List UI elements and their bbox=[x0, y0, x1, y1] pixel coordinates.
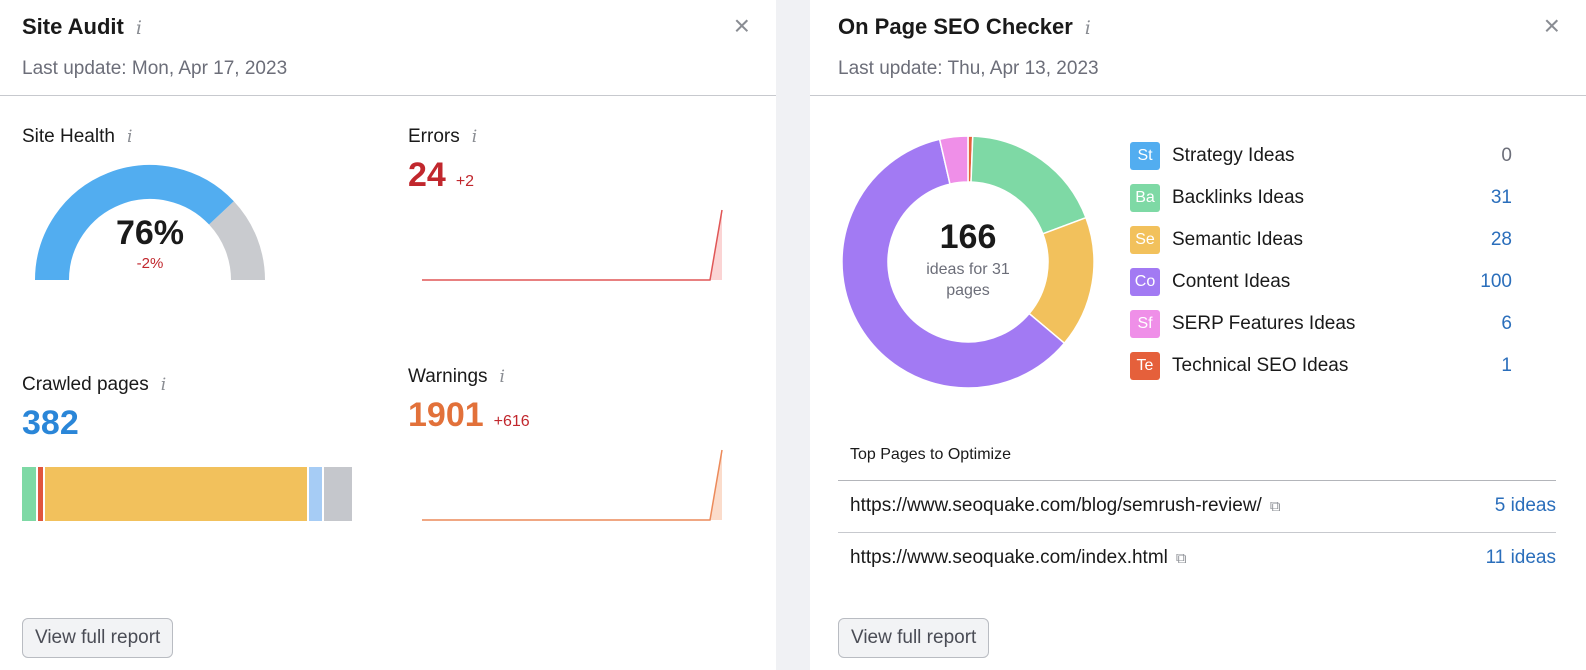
errors-count[interactable]: 24 +2 bbox=[408, 156, 474, 195]
site-audit-card: Site Audit i Last update: Mon, Apr 17, 20… bbox=[0, 0, 776, 670]
legend-value[interactable]: 1 bbox=[1501, 355, 1512, 376]
top-page-ideas-link[interactable]: 11 ideas bbox=[1485, 547, 1556, 568]
on-page-seo-header: On Page SEO Checker i Last update: Thu, A… bbox=[810, 0, 1586, 96]
legend-value[interactable]: 6 bbox=[1501, 313, 1512, 334]
serp-features-icon: Sf bbox=[1130, 310, 1160, 338]
errors-value: 24 bbox=[408, 156, 446, 194]
external-link-icon[interactable]: ⧉ bbox=[1269, 498, 1281, 515]
legend-item-semantic[interactable]: Se Semantic Ideas 28 bbox=[1130, 226, 1512, 256]
donut-slice-sf[interactable] bbox=[938, 135, 969, 185]
errors-label: Errors i bbox=[408, 126, 477, 148]
top-pages-title: Top Pages to Optimize bbox=[850, 446, 1011, 463]
gauge-track bbox=[208, 201, 265, 281]
crawled-segment[interactable] bbox=[307, 467, 323, 521]
crawled-pages-value[interactable]: 382 bbox=[22, 404, 79, 442]
warnings-sparkline-line bbox=[422, 449, 723, 521]
legend-item-technical-seo[interactable]: Te Technical SEO Ideas 1 bbox=[1130, 352, 1512, 382]
top-page-row: https://www.seoquake.com/blog/semrush-re… bbox=[838, 480, 1556, 532]
gauge-fill bbox=[35, 165, 234, 281]
site-audit-header: Site Audit i Last update: Mon, Apr 17, 20… bbox=[0, 0, 776, 96]
info-icon[interactable]: i bbox=[1084, 17, 1091, 39]
top-page-ideas-link[interactable]: 5 ideas bbox=[1494, 495, 1556, 516]
ideas-donut-chart bbox=[841, 135, 1095, 389]
close-icon[interactable]: × bbox=[733, 10, 750, 41]
warnings-sparkline bbox=[422, 449, 723, 521]
on-page-seo-last-update: Last update: Thu, Apr 13, 2023 bbox=[838, 58, 1099, 79]
legend-label: Semantic Ideas bbox=[1172, 229, 1303, 250]
warnings-count[interactable]: 1901 +616 bbox=[408, 396, 530, 435]
top-page-url: https://www.seoquake.com/index.html bbox=[850, 547, 1168, 568]
legend-label: Technical SEO Ideas bbox=[1172, 355, 1349, 376]
donut-center: 166 ideas for 31 pages bbox=[908, 218, 1028, 301]
on-page-seo-card: On Page SEO Checker i Last update: Thu, A… bbox=[810, 0, 1586, 670]
crawled-segment[interactable] bbox=[322, 467, 352, 521]
legend-item-content[interactable]: Co Content Ideas 100 bbox=[1130, 268, 1512, 298]
backlinks-icon: Ba bbox=[1130, 184, 1160, 212]
info-icon[interactable]: i bbox=[471, 127, 478, 147]
crawled-pages-bar bbox=[22, 467, 352, 521]
legend-label: SERP Features Ideas bbox=[1172, 313, 1356, 334]
legend-value[interactable]: 28 bbox=[1490, 229, 1512, 250]
legend-label: Content Ideas bbox=[1172, 271, 1291, 292]
crawled-pages-label: Crawled pages i bbox=[22, 374, 166, 396]
top-page-url: https://www.seoquake.com/blog/semrush-re… bbox=[850, 495, 1262, 516]
site-audit-title: Site Audit i bbox=[22, 14, 142, 40]
errors-label-text: Errors bbox=[408, 126, 460, 147]
on-page-seo-title-text: On Page SEO Checker bbox=[838, 14, 1073, 39]
site-health-label-text: Site Health bbox=[22, 126, 115, 147]
crawled-segment[interactable] bbox=[22, 467, 36, 521]
crawled-segment[interactable] bbox=[35, 467, 44, 521]
site-health-label: Site Health i bbox=[22, 126, 132, 148]
warnings-value: 1901 bbox=[408, 396, 484, 434]
errors-sparkline-line bbox=[422, 209, 723, 281]
external-link-icon[interactable]: ⧉ bbox=[1175, 550, 1187, 567]
site-health-delta: -2% bbox=[136, 255, 164, 272]
strategy-icon: St bbox=[1130, 142, 1160, 170]
site-health-readout: 76% -2% bbox=[34, 214, 266, 272]
donut-caption-line1: ideas for 31 bbox=[926, 261, 1010, 278]
legend-value[interactable]: 31 bbox=[1490, 187, 1512, 208]
semantic-icon: Se bbox=[1130, 226, 1160, 254]
info-icon[interactable]: i bbox=[160, 375, 167, 395]
legend-label: Strategy Ideas bbox=[1172, 145, 1295, 166]
on-page-seo-title: On Page SEO Checker i bbox=[838, 14, 1091, 40]
donut-caption-line2: pages bbox=[946, 282, 990, 299]
donut-slice-co[interactable] bbox=[841, 138, 1066, 389]
site-health-value: 76% bbox=[115, 214, 185, 252]
crawled-pages-label-text: Crawled pages bbox=[22, 374, 149, 395]
view-full-report-button[interactable]: View full report bbox=[22, 618, 174, 658]
top-page-row: https://www.seoquake.com/index.html ⧉ 11 … bbox=[838, 532, 1556, 584]
technical-seo-icon: Te bbox=[1130, 352, 1160, 380]
site-audit-last-update: Last update: Mon, Apr 17, 2023 bbox=[22, 58, 288, 79]
errors-sparkline bbox=[422, 209, 723, 281]
donut-total: 166 bbox=[939, 218, 997, 256]
crawled-segment[interactable] bbox=[43, 467, 308, 521]
warnings-delta: +616 bbox=[493, 413, 530, 430]
warnings-label-text: Warnings bbox=[408, 366, 488, 387]
legend-item-serp-features[interactable]: Sf SERP Features Ideas 6 bbox=[1130, 310, 1512, 340]
errors-delta: +2 bbox=[455, 173, 475, 190]
legend-value[interactable]: 100 bbox=[1480, 271, 1512, 292]
info-icon[interactable]: i bbox=[126, 127, 133, 147]
legend-item-backlinks[interactable]: Ba Backlinks Ideas 31 bbox=[1130, 184, 1512, 214]
close-icon[interactable]: × bbox=[1543, 10, 1560, 41]
legend-label: Backlinks Ideas bbox=[1172, 187, 1305, 208]
site-audit-title-text: Site Audit bbox=[22, 14, 124, 39]
warnings-label: Warnings i bbox=[408, 366, 505, 388]
content-icon: Co bbox=[1130, 268, 1160, 296]
top-page-link[interactable]: https://www.seoquake.com/blog/semrush-re… bbox=[850, 495, 1281, 517]
legend-value: 0 bbox=[1501, 145, 1512, 166]
info-icon[interactable]: i bbox=[499, 367, 505, 387]
info-icon[interactable]: i bbox=[135, 17, 142, 39]
site-health-gauge bbox=[35, 165, 265, 281]
view-full-report-button[interactable]: View full report bbox=[838, 618, 990, 658]
top-page-link[interactable]: https://www.seoquake.com/index.html ⧉ bbox=[850, 547, 1187, 569]
legend-item-strategy[interactable]: St Strategy Ideas 0 bbox=[1130, 142, 1512, 172]
